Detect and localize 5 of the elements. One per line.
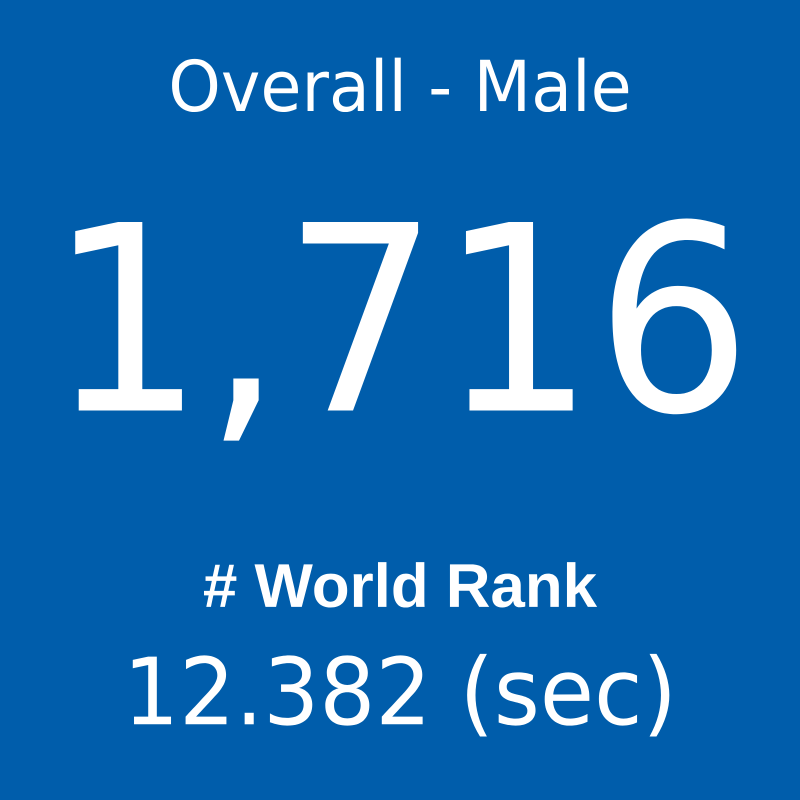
text: Overall - Male [172, 58, 628, 112]
data-label: 1,716 [75, 218, 736, 441]
category-label: (sec) [467, 654, 670, 737]
data-label: 12.382 [132, 655, 423, 726]
category-label: # World Rank [204, 562, 598, 608]
